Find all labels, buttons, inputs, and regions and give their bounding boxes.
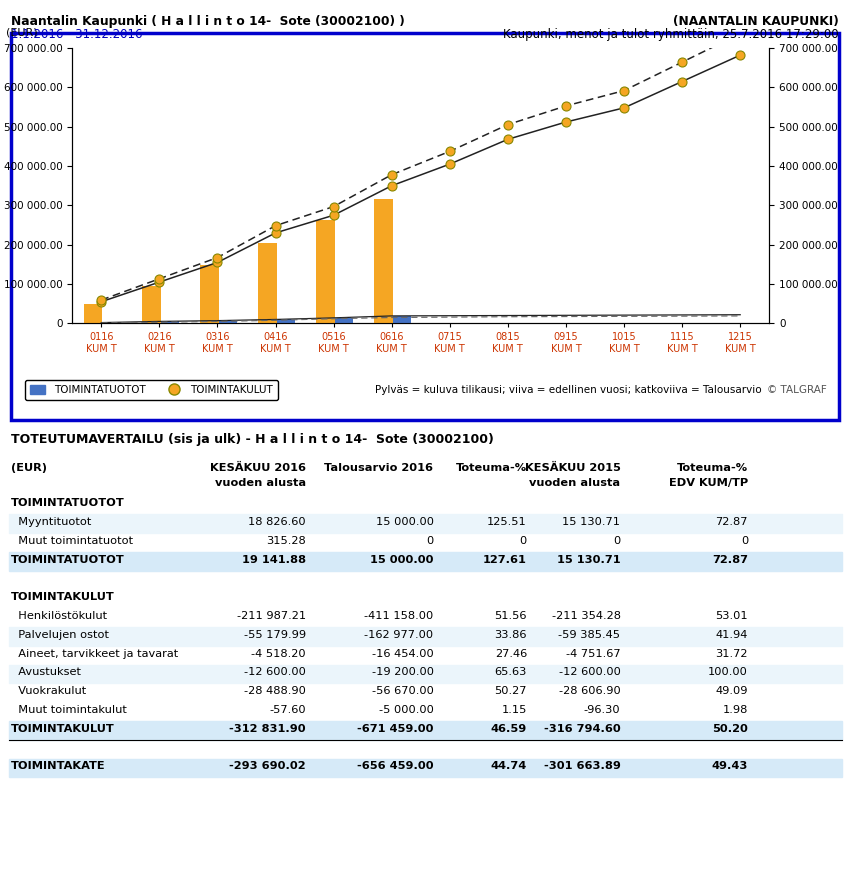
Text: Myyntituotot: Myyntituotot xyxy=(11,517,92,527)
Text: TOTEUTUMAVERTAILU (sis ja ulk) - H a l l i n t o 14-  Sote (30002100): TOTEUTUMAVERTAILU (sis ja ulk) - H a l l… xyxy=(11,433,494,446)
Text: -671 459.00: -671 459.00 xyxy=(357,724,434,733)
Text: 27.46: 27.46 xyxy=(495,649,527,658)
Text: -656 459.00: -656 459.00 xyxy=(357,761,434,771)
Text: (EUR): (EUR) xyxy=(11,463,47,473)
Text: -28 488.90: -28 488.90 xyxy=(244,686,306,696)
Text: Muut toimintatuotot: Muut toimintatuotot xyxy=(11,536,133,545)
Text: TOIMINTAKULUT: TOIMINTAKULUT xyxy=(11,724,115,733)
Text: Toteuma-%: Toteuma-% xyxy=(677,463,748,473)
Text: 15 130.71: 15 130.71 xyxy=(563,517,620,527)
Text: -12 600.00: -12 600.00 xyxy=(558,668,620,677)
Text: Aineet, tarvikkeet ja tavarat: Aineet, tarvikkeet ja tavarat xyxy=(11,649,178,658)
Text: Pylväs = kuluva tilikausi; viiva = edellinen vuosi; katkoviiva = Talousarvio: Pylväs = kuluva tilikausi; viiva = edell… xyxy=(376,385,762,395)
Text: 72.87: 72.87 xyxy=(716,517,748,527)
Bar xyxy=(316,219,335,323)
Text: -12 600.00: -12 600.00 xyxy=(244,668,306,677)
Text: KESÄKUU 2016: KESÄKUU 2016 xyxy=(210,463,306,474)
Text: -4 518.20: -4 518.20 xyxy=(252,649,306,658)
Bar xyxy=(84,304,103,323)
Text: 15 000.00: 15 000.00 xyxy=(370,555,434,565)
Text: Henkilöstökulut: Henkilöstökulut xyxy=(11,611,107,621)
Text: 125.51: 125.51 xyxy=(487,517,527,527)
Text: 0: 0 xyxy=(740,536,748,545)
Bar xyxy=(258,243,277,323)
Text: 1.98: 1.98 xyxy=(722,704,748,715)
Bar xyxy=(161,322,179,323)
Text: (NAANTALIN KAUPUNKI): (NAANTALIN KAUPUNKI) xyxy=(673,15,839,28)
Bar xyxy=(200,265,218,323)
Text: -293 690.02: -293 690.02 xyxy=(230,761,306,771)
Text: Toteuma-%: Toteuma-% xyxy=(456,463,527,473)
Text: 53.01: 53.01 xyxy=(716,611,748,621)
Text: 0: 0 xyxy=(426,536,434,545)
Text: -301 663.89: -301 663.89 xyxy=(544,761,620,771)
Text: 1.1.2016 - 31.12.2016: 1.1.2016 - 31.12.2016 xyxy=(11,28,143,41)
Text: TOIMINTATUOTOT: TOIMINTATUOTOT xyxy=(11,555,125,565)
Text: 31.72: 31.72 xyxy=(716,649,748,658)
Text: 50.20: 50.20 xyxy=(712,724,748,733)
Text: -5 000.00: -5 000.00 xyxy=(378,704,434,715)
Text: Muut toimintakulut: Muut toimintakulut xyxy=(11,704,127,715)
Text: -19 200.00: -19 200.00 xyxy=(371,668,434,677)
Text: -211 354.28: -211 354.28 xyxy=(552,611,620,621)
Text: Palvelujen ostot: Palvelujen ostot xyxy=(11,629,109,640)
Text: 100.00: 100.00 xyxy=(708,668,748,677)
Text: -57.60: -57.60 xyxy=(269,704,306,715)
Text: 0: 0 xyxy=(613,536,620,545)
Text: 315.28: 315.28 xyxy=(266,536,306,545)
Text: EDV KUM/TP: EDV KUM/TP xyxy=(669,478,748,488)
Text: © TALGRAF: © TALGRAF xyxy=(767,385,826,395)
Text: 127.61: 127.61 xyxy=(483,555,527,565)
Bar xyxy=(335,318,354,323)
Text: -28 606.90: -28 606.90 xyxy=(558,686,620,696)
Text: TOIMINTAKATE: TOIMINTAKATE xyxy=(11,761,105,771)
Text: Avustukset: Avustukset xyxy=(11,668,81,677)
Text: 0: 0 xyxy=(519,536,527,545)
Text: 33.86: 33.86 xyxy=(495,629,527,640)
Text: vuoden alusta: vuoden alusta xyxy=(215,478,306,488)
Text: TOIMINTAKULUT: TOIMINTAKULUT xyxy=(11,593,115,602)
Text: Talousarvio 2016: Talousarvio 2016 xyxy=(325,463,434,473)
Bar xyxy=(393,316,411,323)
Text: -16 454.00: -16 454.00 xyxy=(371,649,434,658)
Text: 49.43: 49.43 xyxy=(711,761,748,771)
Text: -211 987.21: -211 987.21 xyxy=(237,611,306,621)
Text: (EUR): (EUR) xyxy=(6,27,37,37)
Text: -411 158.00: -411 158.00 xyxy=(365,611,434,621)
Text: vuoden alusta: vuoden alusta xyxy=(530,478,620,488)
Text: 1.15: 1.15 xyxy=(502,704,527,715)
Text: KESÄKUU 2015: KESÄKUU 2015 xyxy=(524,463,620,474)
Text: 19 141.88: 19 141.88 xyxy=(242,555,306,565)
Text: 72.87: 72.87 xyxy=(712,555,748,565)
Text: -312 831.90: -312 831.90 xyxy=(230,724,306,733)
Text: Kaupunki, menot ja tulot ryhmittäin, 25.7.2016 17:29:00: Kaupunki, menot ja tulot ryhmittäin, 25.… xyxy=(503,28,839,41)
Text: 50.27: 50.27 xyxy=(495,686,527,696)
Text: Vuokrakulut: Vuokrakulut xyxy=(11,686,87,696)
Text: -55 179.99: -55 179.99 xyxy=(244,629,306,640)
Text: -96.30: -96.30 xyxy=(584,704,620,715)
Text: 44.74: 44.74 xyxy=(490,761,527,771)
Text: 15 130.71: 15 130.71 xyxy=(557,555,620,565)
Text: -4 751.67: -4 751.67 xyxy=(566,649,620,658)
Text: 46.59: 46.59 xyxy=(490,724,527,733)
Text: 15 000.00: 15 000.00 xyxy=(376,517,434,527)
Bar xyxy=(374,199,393,323)
Text: 49.09: 49.09 xyxy=(716,686,748,696)
Text: -59 385.45: -59 385.45 xyxy=(558,629,620,640)
Text: 41.94: 41.94 xyxy=(716,629,748,640)
Legend: TOIMINTATUOTOT, TOIMINTAKULUT: TOIMINTATUOTOT, TOIMINTAKULUT xyxy=(25,379,278,400)
Text: TOIMINTATUOTOT: TOIMINTATUOTOT xyxy=(11,498,125,508)
Text: Naantalin Kaupunki ( H a l l i n t o 14-  Sote (30002100) ): Naantalin Kaupunki ( H a l l i n t o 14-… xyxy=(11,15,405,28)
Text: 18 826.60: 18 826.60 xyxy=(248,517,306,527)
Text: -56 670.00: -56 670.00 xyxy=(371,686,434,696)
Bar xyxy=(277,320,295,323)
Text: -162 977.00: -162 977.00 xyxy=(365,629,434,640)
Text: -316 794.60: -316 794.60 xyxy=(544,724,620,733)
Bar xyxy=(218,321,237,323)
Bar xyxy=(142,286,161,323)
Text: 51.56: 51.56 xyxy=(495,611,527,621)
Text: 65.63: 65.63 xyxy=(495,668,527,677)
